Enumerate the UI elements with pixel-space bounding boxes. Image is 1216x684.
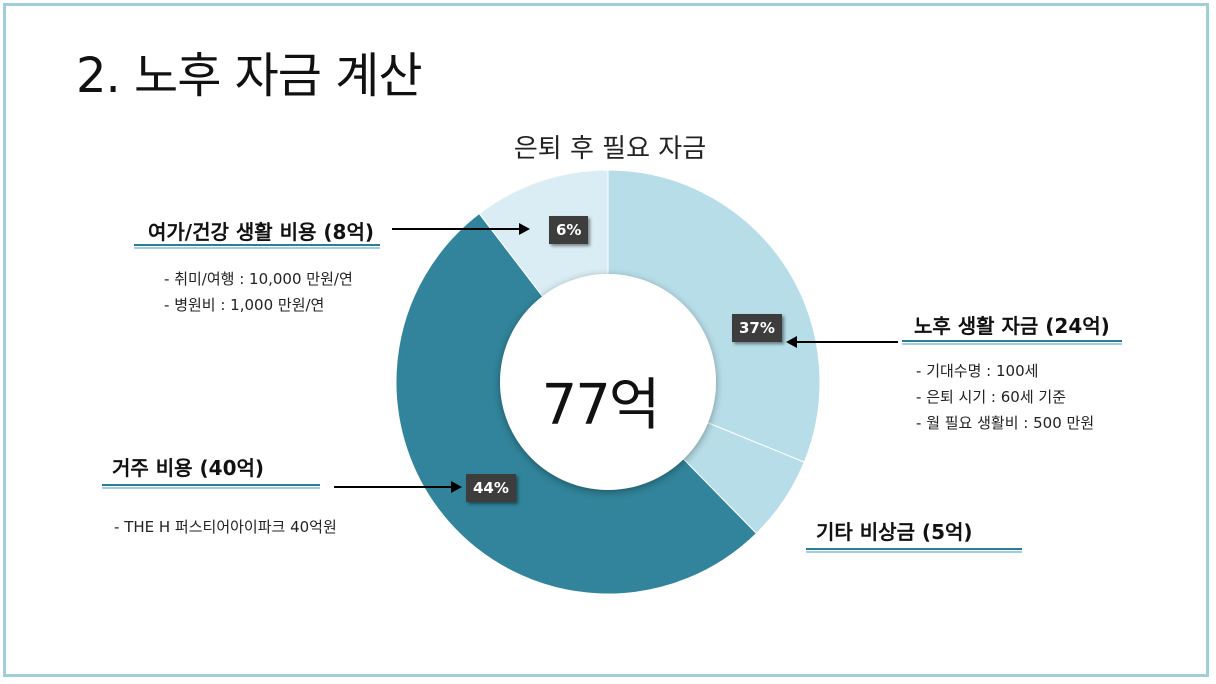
- living-bullet: 기대수명 : 100세: [916, 358, 1094, 384]
- chart-title: 은퇴 후 필요 자금: [513, 134, 707, 164]
- page-title: 2. 노후 자금 계산: [76, 48, 423, 104]
- leisure-underline: [134, 244, 380, 249]
- living-underline: [902, 340, 1122, 345]
- living-bullets: 기대수명 : 100세 은퇴 시기 : 60세 기준 월 필요 생활비 : 50…: [916, 358, 1094, 436]
- leisure-heading: 여가/건강 생활 비용 (8억): [148, 220, 374, 244]
- housing-heading: 거주 비용 (40억): [112, 456, 265, 480]
- housing-bullets: THE H 퍼스티어아이파크 40억원: [114, 514, 337, 540]
- living-heading: 노후 생활 자금 (24억): [914, 314, 1110, 338]
- donut-center-total: 77억: [541, 373, 661, 438]
- pct-label-leisure: 6%: [549, 216, 589, 244]
- living-bullet: 월 필요 생활비 : 500 만원: [916, 410, 1094, 436]
- emergency-underline: [806, 548, 1022, 553]
- leisure-arrow-line: [392, 228, 520, 230]
- leisure-arrow-head: [519, 223, 530, 235]
- housing-underline: [102, 484, 320, 489]
- leisure-bullet: 병원비 : 1,000 만원/연: [164, 292, 353, 318]
- housing-arrow-line: [334, 486, 452, 488]
- pct-label-housing: 44%: [466, 474, 516, 502]
- slide-frame: [3, 3, 1209, 677]
- living-arrow-head: [786, 336, 797, 348]
- leisure-bullet: 취미/여행 : 10,000 만원/연: [164, 266, 353, 292]
- living-bullet: 은퇴 시기 : 60세 기준: [916, 384, 1094, 410]
- housing-bullet: THE H 퍼스티어아이파크 40억원: [114, 514, 337, 540]
- leisure-bullets: 취미/여행 : 10,000 만원/연 병원비 : 1,000 만원/연: [164, 266, 353, 318]
- housing-arrow-head: [451, 481, 462, 493]
- donut-hole: [500, 274, 716, 490]
- living-arrow-line: [796, 341, 898, 343]
- pct-label-living: 37%: [732, 314, 782, 342]
- emergency-heading: 기타 비상금 (5억): [816, 520, 973, 544]
